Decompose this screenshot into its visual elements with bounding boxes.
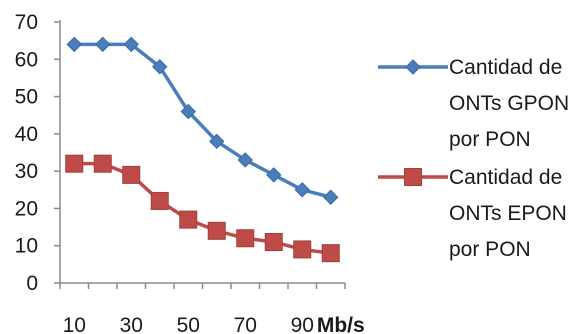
y-tick-label: 0 bbox=[26, 272, 38, 295]
x-tick-label: 50 bbox=[177, 314, 200, 334]
y-tick-label: 10 bbox=[15, 235, 38, 258]
legend-swatch-marker bbox=[404, 168, 422, 186]
y-tick-label: 30 bbox=[15, 160, 38, 183]
data-point bbox=[179, 210, 198, 229]
series-gpon bbox=[66, 36, 339, 205]
data-point bbox=[207, 221, 226, 240]
series-line bbox=[74, 42, 332, 199]
data-point bbox=[123, 36, 139, 53]
legend-entry: Cantidad de ONTs GPON por PON bbox=[378, 56, 569, 151]
data-point bbox=[323, 189, 339, 205]
legend-label-line: Cantidad de bbox=[449, 166, 562, 189]
data-point bbox=[294, 182, 310, 198]
y-tick-label: 70 bbox=[15, 11, 38, 34]
x-axis-unit-label: Mb/s bbox=[317, 314, 365, 334]
y-axis-ticks: 0 10 20 30 40 50 60 70 bbox=[15, 11, 60, 295]
y-tick-label: 20 bbox=[15, 197, 38, 220]
legend-label-line: ONTs EPON bbox=[449, 202, 567, 225]
legend-swatch-marker bbox=[405, 59, 421, 75]
data-point bbox=[321, 244, 340, 263]
data-point bbox=[293, 240, 312, 259]
data-point bbox=[209, 133, 225, 150]
data-point bbox=[150, 191, 169, 210]
data-point bbox=[65, 154, 84, 173]
y-tick-label: 50 bbox=[15, 86, 38, 109]
x-axis-ticks: 10 30 50 70 90 bbox=[59, 283, 346, 334]
y-tick-label: 60 bbox=[15, 48, 38, 71]
data-point bbox=[122, 165, 141, 184]
data-point bbox=[237, 152, 253, 168]
data-point bbox=[180, 103, 196, 120]
x-tick-label: 30 bbox=[120, 314, 143, 334]
x-tick-label: 70 bbox=[234, 314, 257, 334]
legend-label-line: ONTs GPON bbox=[449, 92, 569, 115]
x-tick-label: 90 bbox=[291, 314, 314, 334]
series-epon bbox=[65, 154, 340, 263]
legend: Cantidad de ONTs GPON por PON Cantidad de ON… bbox=[378, 56, 569, 261]
data-point bbox=[66, 36, 82, 53]
data-point bbox=[266, 167, 282, 183]
x-tick-label: 10 bbox=[63, 314, 86, 334]
legend-label-line: por PON bbox=[449, 128, 531, 151]
legend-entry: Cantidad de ONTs EPON por PON bbox=[378, 166, 567, 261]
series-line bbox=[74, 161, 331, 255]
data-point bbox=[236, 229, 255, 248]
data-point bbox=[93, 154, 112, 173]
data-point bbox=[152, 59, 168, 75]
series-layer bbox=[65, 36, 340, 263]
legend-label-line: Cantidad de bbox=[449, 56, 562, 79]
data-point bbox=[95, 36, 111, 53]
y-tick-label: 40 bbox=[15, 123, 38, 146]
data-point bbox=[264, 232, 283, 251]
legend-label-line: por PON bbox=[449, 238, 531, 261]
